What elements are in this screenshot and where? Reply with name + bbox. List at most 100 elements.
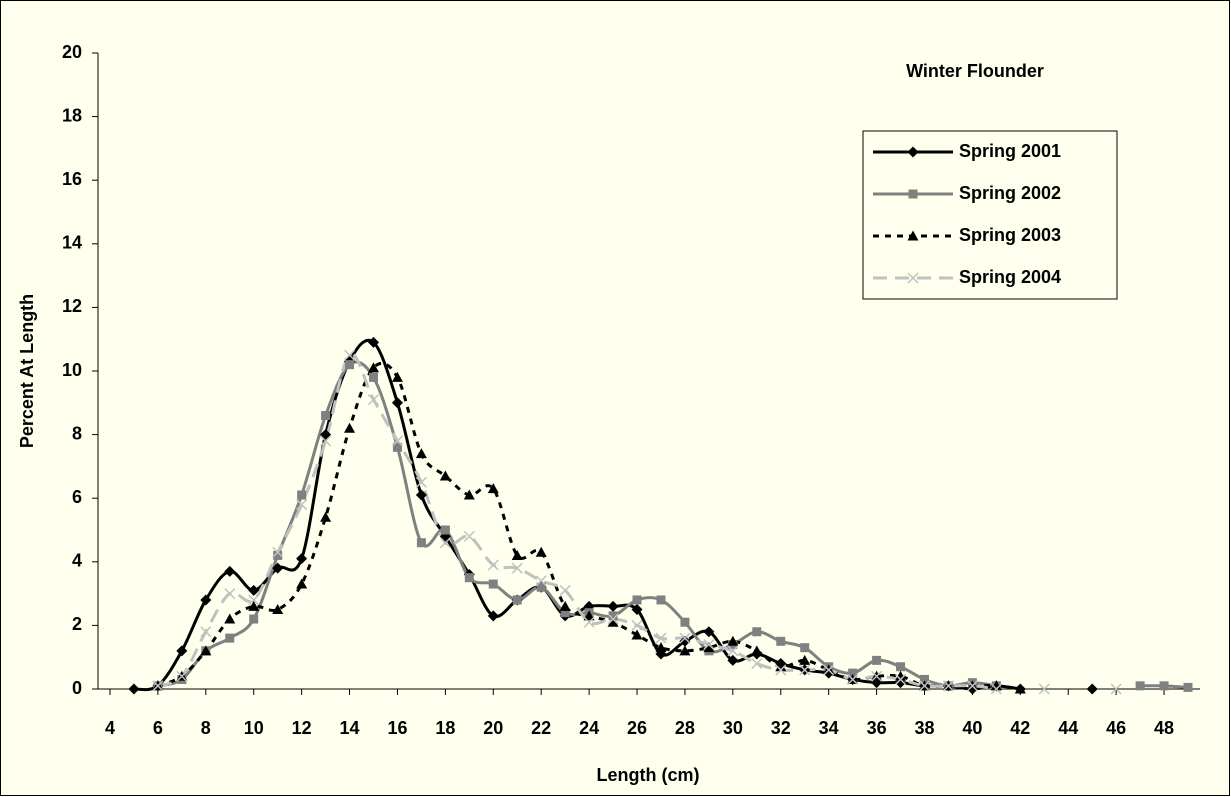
marker <box>320 435 332 447</box>
x-tick-label: 42 <box>1010 718 1030 738</box>
marker <box>272 604 284 614</box>
x-tick-label: 10 <box>244 718 264 738</box>
marker <box>224 613 236 624</box>
marker <box>656 595 666 605</box>
marker <box>775 661 787 672</box>
marker <box>415 476 427 488</box>
marker <box>990 680 1002 691</box>
x-tick-label: 40 <box>962 718 982 738</box>
marker <box>391 371 403 382</box>
marker <box>225 633 235 643</box>
marker <box>296 499 308 511</box>
marker <box>176 645 188 657</box>
marker <box>942 680 954 692</box>
marker <box>391 397 403 409</box>
marker <box>1135 681 1145 691</box>
y-tick-label: 2 <box>72 614 82 634</box>
marker <box>907 272 919 284</box>
x-tick-label: 20 <box>483 718 503 738</box>
marker <box>727 654 739 666</box>
x-tick-label: 26 <box>627 718 647 738</box>
x-tick-label: 48 <box>1154 718 1174 738</box>
marker <box>224 588 236 600</box>
marker <box>632 595 642 605</box>
marker <box>1086 683 1098 695</box>
marker <box>128 683 140 695</box>
marker <box>415 448 427 459</box>
x-tick-label: 12 <box>292 718 312 738</box>
marker <box>966 680 978 692</box>
marker <box>631 619 643 631</box>
y-tick-label: 4 <box>72 551 82 571</box>
marker <box>631 629 643 640</box>
marker <box>607 616 619 627</box>
marker <box>823 664 835 676</box>
y-tick-label: 0 <box>72 678 82 698</box>
y-tick-label: 12 <box>62 296 82 316</box>
x-tick-label: 36 <box>867 718 887 738</box>
marker <box>273 550 283 560</box>
legend-label: Spring 2001 <box>959 141 1061 161</box>
marker <box>200 594 212 606</box>
marker <box>907 146 919 158</box>
marker <box>559 584 571 596</box>
marker <box>439 470 451 481</box>
marker <box>918 680 931 692</box>
marker <box>847 673 859 685</box>
marker <box>1183 682 1193 692</box>
marker <box>272 562 284 574</box>
marker <box>344 349 356 361</box>
marker <box>680 617 690 627</box>
legend-label: Spring 2004 <box>959 267 1061 287</box>
y-tick-label: 18 <box>62 105 82 125</box>
x-tick-label: 32 <box>771 718 791 738</box>
marker <box>296 578 308 589</box>
marker <box>752 627 762 637</box>
marker <box>152 680 164 692</box>
marker <box>535 546 547 557</box>
marker <box>320 511 332 522</box>
marker <box>272 546 284 558</box>
marker <box>907 230 919 241</box>
marker <box>487 483 499 494</box>
annotation: Winter Flounder <box>906 61 1044 81</box>
y-tick-label: 14 <box>62 233 82 253</box>
marker <box>655 642 667 653</box>
marker <box>607 600 619 612</box>
marker <box>224 565 236 577</box>
marker <box>908 189 918 199</box>
marker <box>512 595 522 605</box>
marker <box>463 530 475 542</box>
marker <box>775 664 787 676</box>
marker <box>345 360 355 370</box>
marker <box>895 670 907 681</box>
marker <box>488 579 498 589</box>
marker <box>296 553 308 565</box>
marker <box>487 559 499 571</box>
marker <box>1038 683 1050 695</box>
x-tick-label: 6 <box>153 718 163 738</box>
marker <box>583 610 595 621</box>
y-tick-label: 16 <box>62 169 82 189</box>
x-tick-label: 30 <box>723 718 743 738</box>
marker <box>920 674 929 684</box>
marker <box>415 489 427 501</box>
marker <box>990 683 1002 695</box>
marker <box>848 668 858 678</box>
x-tick-label: 18 <box>435 718 455 738</box>
marker <box>367 394 380 406</box>
marker <box>655 632 667 644</box>
x-tick-label: 22 <box>531 718 551 738</box>
x-tick-label: 44 <box>1058 718 1078 738</box>
marker <box>800 643 810 653</box>
marker <box>871 670 883 682</box>
marker <box>391 435 403 447</box>
marker <box>368 362 379 373</box>
x-tick-label: 8 <box>201 718 211 738</box>
marker <box>344 422 356 433</box>
marker <box>751 658 763 670</box>
marker <box>368 336 379 348</box>
marker <box>249 614 259 624</box>
marker <box>751 645 763 656</box>
